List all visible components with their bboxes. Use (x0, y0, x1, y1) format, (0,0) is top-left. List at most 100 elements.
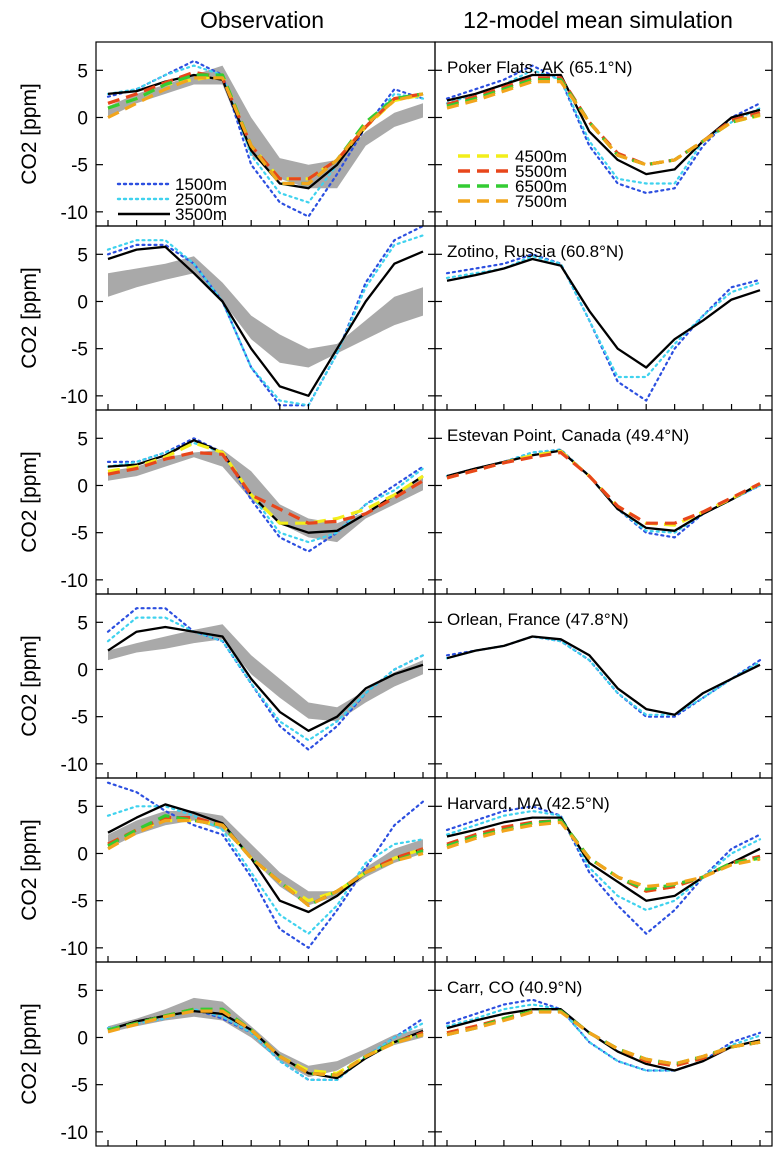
site-label: Estevan Point, Canada (49.4°N) (447, 426, 689, 445)
series-line-3500m (107, 439, 424, 534)
y-tick-label: 0 (77, 1028, 88, 1049)
legend-label-1500m: 1500m (175, 175, 227, 194)
observation-range-band (108, 256, 423, 368)
series-line-1500m (106, 224, 425, 407)
y-axis-label: CO2 [ppm] (18, 819, 41, 921)
y-tick-label: -10 (61, 387, 88, 408)
series-line-7500m (107, 76, 424, 186)
legend-label-5500m: 5500m (515, 162, 567, 181)
site-label: Zotino, Russia (60.8°N) (447, 242, 624, 261)
series-line-7500m (446, 79, 761, 167)
series-line-6500m (446, 818, 761, 891)
series-line-7500m (107, 1009, 424, 1077)
y-axis-label: CO2 [ppm] (18, 635, 41, 737)
y-axis-label: CO2 [ppm] (18, 1003, 41, 1105)
site-label: Carr, CO (40.9°N) (447, 978, 582, 997)
y-tick-label: 0 (77, 108, 88, 129)
series-line-3500m (446, 1008, 761, 1072)
observation-range-band (108, 811, 423, 906)
y-tick-label: -5 (71, 340, 88, 361)
panel-poker-flats-ak-65-1-n-obs: 5 0 -5 -10 CO2 [ppm] (18, 41, 436, 227)
panel-carr-co-40-9-n-sim: Carr, CO (40.9°N)JFMAMJJASOND (434, 961, 773, 1147)
y-tick-label: 5 (77, 429, 88, 450)
series-line-2500m (106, 616, 425, 742)
series-line-6500m (446, 78, 761, 167)
panel-harvard-ma-42-5-n-obs: 5 0 -5 -10 CO2 [ppm] (18, 777, 436, 963)
y-tick-label: -10 (61, 755, 88, 776)
series-line-7500m (107, 818, 424, 908)
series-line-4500m (446, 449, 761, 527)
series-line-1500m (445, 805, 762, 935)
observation-range-band (108, 997, 423, 1078)
y-tick-label: -10 (61, 939, 88, 960)
y-tick-label: -5 (71, 1076, 88, 1097)
panel-orlean-france-47-8-n-sim: Orlean, France (47.8°N) (434, 593, 773, 779)
series-line-5500m (107, 450, 424, 525)
legend-label-4500m: 4500m (515, 147, 567, 166)
series-line-4500m (107, 441, 424, 525)
panel-frame (434, 961, 773, 1147)
series-line-2500m (106, 441, 425, 544)
series-line-4500m (446, 1009, 761, 1068)
panel-zotino-russia-60-8-n-obs: 5 0 -5 -10 CO2 [ppm] (18, 224, 436, 411)
site-label: Harvard, MA (42.5°N) (447, 794, 610, 813)
y-tick-label: 5 (77, 245, 88, 266)
panel-grid: 5 0 -5 -10 CO2 [ppm] Poker Flats, AK (65.1°N)… (18, 41, 773, 1147)
legend-label-2500m: 2500m (175, 190, 227, 209)
series-line-3500m (446, 257, 761, 369)
y-tick-label: -5 (71, 708, 88, 729)
observation-range-band (108, 65, 423, 189)
panel-estevan-point-canada-49-4-n-obs: 5 0 -5 -10 CO2 [ppm] (18, 409, 436, 595)
panel-frame (95, 961, 436, 1147)
legend-label-3500m: 3500m (175, 205, 227, 224)
series-line-1500m (445, 998, 762, 1072)
panel-estevan-point-canada-49-4-n-sim: Estevan Point, Canada (49.4°N) (434, 409, 773, 595)
column-title-simulation: 12-model mean simulation (463, 7, 733, 33)
legend-label-6500m: 6500m (515, 177, 567, 196)
y-tick-label: -10 (61, 1123, 88, 1144)
site-label: Poker Flats, AK (65.1°N) (447, 58, 632, 77)
y-axis-label: CO2 [ppm] (18, 267, 41, 369)
y-axis-label: CO2 [ppm] (18, 83, 41, 185)
series-line-7500m (446, 820, 761, 889)
y-tick-label: 5 (77, 613, 88, 634)
legend-label-7500m: 7500m (515, 192, 567, 211)
y-tick-label: -10 (61, 571, 88, 592)
series-line-3500m (107, 625, 424, 732)
series-line-1500m (445, 253, 762, 402)
series-line-5500m (446, 450, 761, 525)
y-axis-label: CO2 [ppm] (18, 451, 41, 553)
observation-range-band (108, 449, 423, 543)
series-line-3500m (446, 635, 761, 716)
panel-poker-flats-ak-65-1-n-sim: Poker Flats, AK (65.1°N) (434, 41, 773, 227)
site-label: Orlean, France (47.8°N) (447, 610, 629, 629)
panel-orlean-france-47-8-n-obs: 5 0 -5 -10 CO2 [ppm] (18, 593, 436, 779)
y-tick-label: 5 (77, 61, 88, 82)
series-line-1500m (445, 635, 762, 718)
series-line-2500m (445, 255, 762, 379)
y-tick-label: -10 (61, 203, 88, 224)
y-tick-label: 0 (77, 292, 88, 313)
series-line-2500m (445, 1003, 762, 1072)
series-line-3500m (107, 245, 424, 397)
y-tick-label: 0 (77, 660, 88, 681)
series-line-1500m (445, 64, 762, 195)
y-tick-label: 0 (77, 476, 88, 497)
y-tick-label: -5 (71, 892, 88, 913)
y-tick-label: 5 (77, 797, 88, 818)
y-tick-label: 0 (77, 844, 88, 865)
panel-harvard-ma-42-5-n-sim: Harvard, MA (42.5°N) (434, 777, 773, 963)
series-line-2500m (106, 234, 425, 407)
y-tick-label: -5 (71, 156, 88, 177)
column-title-observation: Observation (200, 7, 324, 33)
panel-frame (95, 41, 436, 227)
observation-range-band (108, 624, 423, 722)
panel-zotino-russia-60-8-n-sim: Zotino, Russia (60.8°N) (434, 225, 773, 411)
y-tick-label: -5 (71, 524, 88, 545)
series-line-5500m (446, 1009, 761, 1068)
y-tick-label: 5 (77, 981, 88, 1002)
